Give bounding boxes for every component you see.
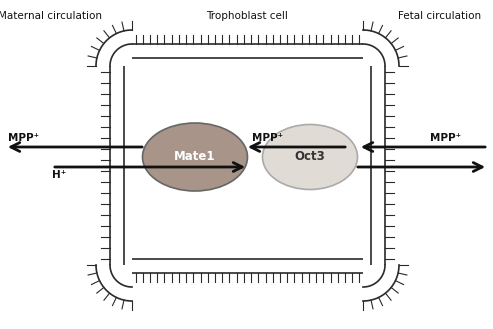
Text: H⁺: H⁺ xyxy=(52,170,66,180)
Text: Oct3: Oct3 xyxy=(295,150,325,164)
Text: MPP⁺: MPP⁺ xyxy=(252,133,283,143)
Ellipse shape xyxy=(262,124,357,190)
Text: Maternal circulation: Maternal circulation xyxy=(0,11,102,21)
Text: Trophoblast cell: Trophoblast cell xyxy=(206,11,288,21)
Text: Mate1: Mate1 xyxy=(174,150,216,164)
Text: MPP⁺: MPP⁺ xyxy=(430,133,461,143)
Text: Fetal circulation: Fetal circulation xyxy=(398,11,482,21)
Ellipse shape xyxy=(142,123,247,191)
Text: MPP⁺: MPP⁺ xyxy=(8,133,39,143)
